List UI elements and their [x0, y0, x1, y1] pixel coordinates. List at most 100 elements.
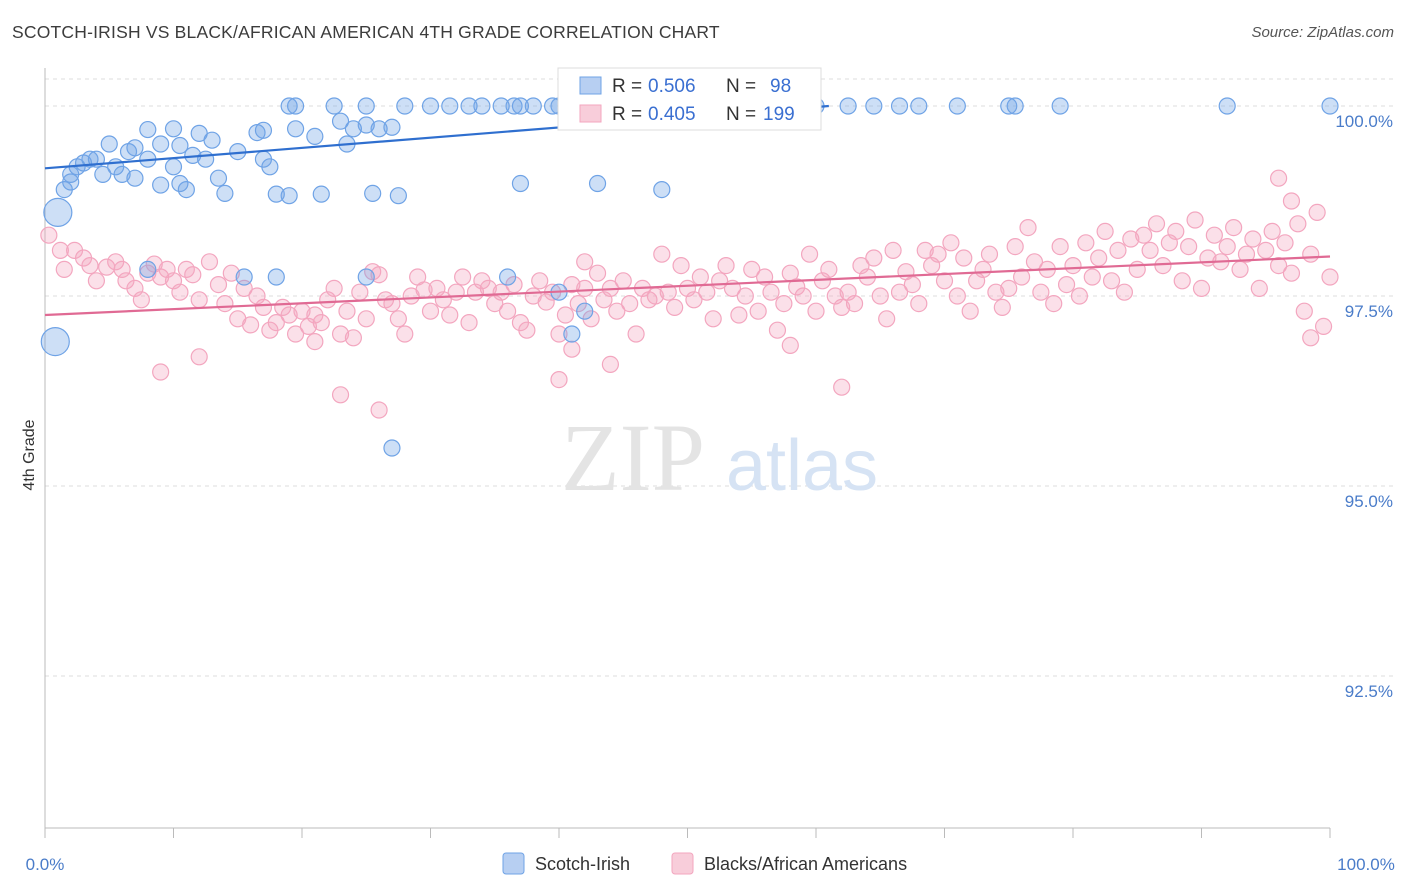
- point-blacks-african-americans: [184, 266, 202, 284]
- point-scotch-irish: [370, 120, 388, 138]
- point-blacks-african-americans: [1302, 245, 1320, 263]
- point-blacks-african-americans: [845, 295, 864, 313]
- stats-r-value-2: 0.405: [648, 104, 696, 125]
- axes: 92.5% 95.0% 97.5% 100.0% 0.0% 100.0%: [26, 68, 1395, 874]
- point-scotch-irish: [171, 136, 189, 155]
- point-scotch-irish: [1000, 97, 1018, 115]
- stats-swatch-blue: [579, 76, 602, 95]
- point-scotch-irish: [216, 184, 234, 202]
- point-scotch-irish: [306, 127, 324, 145]
- point-scotch-irish: [40, 327, 70, 357]
- point-blacks-african-americans: [1032, 283, 1050, 301]
- point-scotch-irish: [209, 169, 228, 187]
- stats-legend: R = 0.506 N = 98 R = 0.405 N = 199: [557, 67, 822, 131]
- point-blacks-african-americans: [1180, 238, 1198, 256]
- point-scotch-irish: [389, 187, 407, 205]
- point-blacks-african-americans: [306, 333, 324, 351]
- point-blacks-african-americans: [357, 310, 375, 328]
- legend-label-scotch-irish: Scotch-Irish: [535, 854, 630, 874]
- point-blacks-african-americans: [1154, 257, 1172, 275]
- point-blacks-african-americans: [935, 272, 954, 290]
- point-blacks-african-americans: [550, 325, 568, 343]
- point-blacks-african-americans: [344, 329, 362, 347]
- point-scotch-irish: [286, 97, 305, 115]
- point-blacks-african-americans: [601, 355, 620, 373]
- point-blacks-african-americans: [980, 245, 999, 263]
- point-blacks-african-americans: [916, 241, 934, 259]
- point-blacks-african-americans: [608, 302, 626, 320]
- point-blacks-african-americans: [40, 226, 58, 244]
- point-blacks-african-americans: [685, 291, 703, 309]
- point-blacks-african-americans: [929, 245, 947, 263]
- point-blacks-african-americans: [190, 291, 208, 309]
- point-blacks-african-americans: [556, 306, 575, 324]
- point-blacks-african-americans: [1276, 234, 1294, 252]
- stats-n-label-1: N =: [726, 76, 756, 97]
- point-blacks-african-americans: [1109, 241, 1127, 259]
- y-tick-label: 100.0%: [1335, 112, 1393, 131]
- point-blacks-african-americans: [87, 272, 106, 290]
- point-scotch-irish: [152, 135, 170, 153]
- point-blacks-african-americans: [1077, 234, 1095, 252]
- x-tick-label: 0.0%: [26, 855, 65, 874]
- point-blacks-african-americans: [190, 348, 208, 366]
- point-blacks-african-americans: [961, 302, 979, 320]
- point-blacks-african-americans: [51, 241, 70, 259]
- point-blacks-african-americans: [788, 278, 806, 296]
- point-blacks-african-americans: [389, 310, 407, 328]
- point-blacks-african-americans: [1263, 222, 1281, 240]
- point-blacks-african-americans: [254, 298, 273, 316]
- point-blacks-african-americans: [730, 306, 748, 324]
- point-scotch-irish: [364, 184, 382, 202]
- point-blacks-african-americans: [1135, 226, 1153, 244]
- point-scotch-irish: [203, 131, 221, 149]
- point-blacks-african-americans: [325, 279, 343, 297]
- source-credit: Source: ZipAtlas.com: [1251, 24, 1394, 41]
- point-blacks-african-americans: [833, 378, 851, 396]
- point-blacks-african-americans: [1192, 279, 1211, 297]
- point-scotch-irish: [421, 97, 440, 115]
- point-scotch-irish: [126, 169, 144, 187]
- point-blacks-african-americans: [280, 306, 298, 324]
- point-blacks-african-americans: [800, 245, 819, 263]
- point-scotch-irish: [357, 116, 375, 134]
- point-blacks-african-americans: [563, 276, 581, 294]
- point-blacks-african-americans: [338, 302, 356, 320]
- y-tick-label: 95.0%: [1345, 492, 1393, 511]
- point-blacks-african-americans: [768, 321, 787, 339]
- point-scotch-irish: [505, 97, 523, 115]
- stats-n-label-2: N =: [726, 104, 756, 125]
- point-blacks-african-americans: [1289, 215, 1307, 233]
- point-blacks-african-americans: [1167, 222, 1185, 240]
- point-blacks-african-americans: [331, 386, 350, 404]
- point-blacks-african-americans: [1000, 279, 1018, 297]
- point-blacks-african-americans: [55, 260, 73, 278]
- point-blacks-african-americans: [1282, 192, 1301, 210]
- point-blacks-african-americans: [537, 293, 555, 311]
- point-scotch-irish: [441, 97, 459, 115]
- legend-label-blacks-african-americans: Blacks/African Americans: [704, 854, 907, 874]
- point-blacks-african-americans: [794, 287, 812, 305]
- point-blacks-african-americans: [1057, 276, 1076, 294]
- point-blacks-african-americans: [987, 283, 1005, 301]
- point-blacks-african-americans: [698, 283, 716, 301]
- point-blacks-african-americans: [1314, 317, 1333, 335]
- point-blacks-african-americans: [993, 298, 1011, 316]
- point-blacks-african-americans: [576, 279, 594, 297]
- point-blacks-african-americans: [955, 249, 973, 267]
- point-scotch-irish: [286, 120, 305, 138]
- point-blacks-african-americans: [216, 295, 234, 313]
- point-blacks-african-americans: [1257, 241, 1275, 259]
- point-blacks-african-americans: [1237, 245, 1256, 263]
- point-scotch-irish: [563, 325, 581, 343]
- point-blacks-african-americans: [1070, 287, 1089, 305]
- point-scotch-irish: [197, 150, 215, 168]
- point-scotch-irish: [325, 97, 343, 115]
- point-blacks-african-americans: [1186, 211, 1204, 229]
- point-scotch-irish: [499, 268, 517, 286]
- point-blacks-african-americans: [807, 302, 825, 320]
- point-blacks-african-americans: [531, 272, 549, 290]
- point-scotch-irish: [235, 268, 253, 286]
- point-scotch-irish: [113, 165, 131, 183]
- point-scotch-irish: [280, 187, 298, 205]
